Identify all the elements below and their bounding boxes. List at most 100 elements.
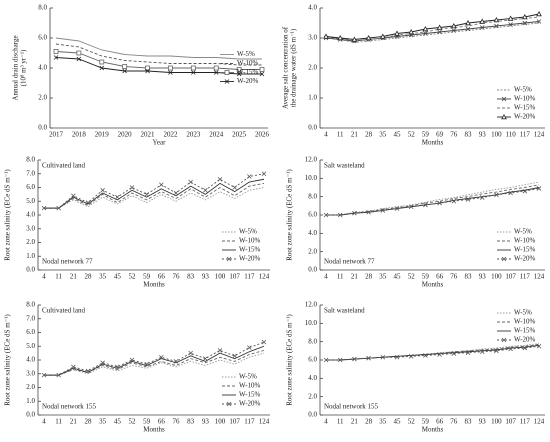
series-line [44, 187, 265, 209]
y-tick-label: 3.0 [308, 34, 317, 42]
marker [203, 187, 208, 193]
panel-title: Salt wasteland [324, 307, 365, 315]
y-tick-label: 8.0 [308, 337, 317, 345]
x-tick-label: 21 [351, 418, 359, 426]
y-tick-label: 1.0 [26, 397, 35, 405]
marker [191, 70, 196, 75]
marker [501, 256, 507, 262]
marker [144, 192, 149, 197]
legend-label: W-15% [514, 104, 536, 112]
series-line [326, 343, 540, 361]
y-tick-label: 3.0 [26, 369, 35, 377]
legend-label: W-20% [514, 255, 536, 263]
marker [115, 194, 120, 200]
x-tick-label: 21 [351, 131, 359, 139]
y-axis-label: the drainage water (dS m⁻¹) [290, 28, 298, 107]
marker [323, 357, 329, 363]
marker [236, 71, 242, 77]
annotation: Nodal network 155 [324, 403, 379, 411]
y-tick-label: 6.0 [308, 211, 317, 219]
y-tick-label: 0.0 [26, 411, 35, 419]
series-line [44, 173, 265, 209]
marker [115, 364, 120, 370]
y-tick-label: 4.0 [38, 64, 47, 72]
x-tick-label: 11 [337, 273, 344, 281]
y-tick-label: 2.0 [26, 383, 35, 391]
x-tick-label: 93 [479, 273, 487, 281]
marker [261, 171, 267, 177]
marker [450, 22, 457, 29]
marker [508, 22, 513, 27]
y-tick-label: 4.0 [308, 374, 317, 382]
x-tick-label: 76 [450, 131, 458, 139]
marker [494, 192, 499, 198]
y-tick-label: 12.0 [305, 301, 318, 309]
x-tick-label: 2022 [163, 131, 178, 139]
series-line [55, 57, 262, 75]
x-tick-label: 59 [143, 418, 151, 426]
x-tick-label: 45 [394, 131, 402, 139]
marker [85, 200, 91, 205]
marker [479, 18, 486, 24]
x-tick-label: 100 [491, 273, 502, 281]
marker [522, 345, 528, 351]
x-tick-label: 35 [379, 418, 387, 426]
marker [129, 185, 135, 190]
legend-label: W-20% [237, 77, 259, 85]
marker [437, 200, 442, 206]
y-tick-label: 0.0 [308, 411, 317, 419]
x-tick-label: 59 [422, 418, 430, 426]
y-axis-label: (10⁸ m³ yr⁻¹) [20, 49, 28, 86]
marker [145, 68, 150, 74]
x-tick-label: 4 [324, 418, 328, 426]
y-tick-label: 1.0 [26, 252, 35, 260]
marker [479, 25, 485, 30]
marker [465, 19, 471, 26]
marker [203, 356, 208, 361]
series-line [326, 16, 540, 42]
marker [536, 343, 542, 349]
legend-label: W-20% [239, 400, 261, 408]
series-line [44, 178, 265, 209]
x-tick-label: 83 [465, 418, 473, 426]
x-tick-label: 93 [479, 131, 487, 139]
x-tick-label: 124 [534, 273, 545, 281]
y-tick-label: 4.0 [308, 229, 317, 237]
x-tick-label: 4 [42, 273, 46, 281]
marker [217, 348, 223, 353]
marker [71, 193, 76, 199]
y-tick-label: 1.0 [308, 94, 317, 102]
panel-title: Salt wasteland [324, 162, 365, 170]
legend-label: W-10% [514, 318, 536, 326]
x-tick-label: 100 [215, 273, 226, 281]
legend-label: W-15% [239, 246, 261, 254]
marker [337, 212, 343, 218]
marker [437, 352, 442, 357]
marker [536, 186, 542, 191]
x-tick-label: 93 [479, 418, 487, 426]
series-line [44, 345, 265, 376]
series-line [325, 22, 540, 43]
x-tick-label: 21 [70, 418, 78, 426]
series-line [325, 13, 540, 40]
y-tick-label: 6.0 [308, 356, 317, 364]
marker [41, 205, 47, 211]
x-axis-label: Months [422, 426, 444, 434]
x-tick-label: 117 [244, 418, 255, 426]
x-tick-label: 59 [143, 273, 151, 281]
marker [494, 348, 499, 354]
x-tick-label: 117 [520, 418, 531, 426]
legend-label: W-15% [514, 246, 536, 254]
x-tick-label: 76 [450, 418, 458, 426]
y-tick-label: 0.0 [38, 124, 47, 132]
y-tick-label: 5.0 [26, 342, 35, 350]
marker [501, 96, 507, 102]
marker [465, 197, 471, 202]
x-tick-label: 93 [202, 418, 210, 426]
marker [99, 65, 105, 71]
marker [188, 179, 193, 185]
marker [351, 36, 358, 42]
x-tick-label: 35 [99, 418, 107, 426]
x-tick-label: 83 [465, 131, 473, 139]
